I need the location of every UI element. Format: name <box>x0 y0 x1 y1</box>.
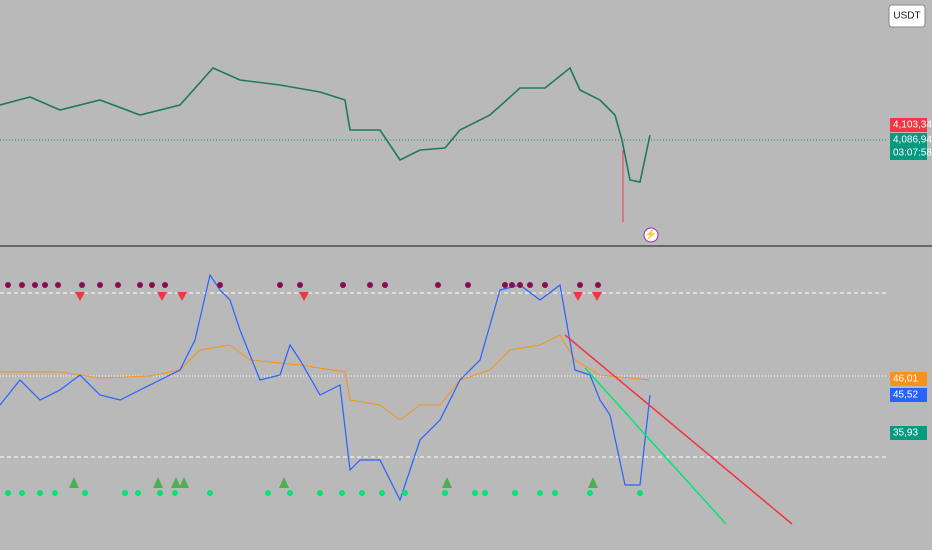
oversold-dot <box>442 490 448 496</box>
oversold-dot <box>19 490 25 496</box>
oversold-dot <box>512 490 518 496</box>
oversold-dot <box>135 490 141 496</box>
currency-label: USDT <box>893 11 920 22</box>
overbought-dot <box>382 282 388 288</box>
oversold-dot <box>637 490 643 496</box>
overbought-dot <box>79 282 85 288</box>
overbought-dot <box>137 282 143 288</box>
oversold-dot <box>472 490 478 496</box>
price-tag <box>890 388 927 402</box>
overbought-dot <box>502 282 508 288</box>
overbought-dot <box>217 282 223 288</box>
overbought-dot <box>277 282 283 288</box>
price-tag <box>890 146 927 160</box>
event-icon[interactable] <box>643 227 659 243</box>
oversold-dot <box>537 490 543 496</box>
oversold-dot <box>482 490 488 496</box>
sell-triangle <box>592 292 602 301</box>
overbought-dot <box>517 282 523 288</box>
oversold-dot <box>207 490 213 496</box>
price-tag-label: 45,52 <box>893 390 918 401</box>
trend-line-red <box>564 334 793 525</box>
overbought-dot <box>465 282 471 288</box>
overbought-dot <box>97 282 103 288</box>
oversold-dot <box>52 490 58 496</box>
overbought-dot <box>149 282 155 288</box>
signal-line <box>0 334 651 421</box>
overbought-dot <box>19 282 25 288</box>
overbought-dot <box>340 282 346 288</box>
price-tag-label: 4,086,94 <box>893 135 932 146</box>
oversold-dot <box>359 490 365 496</box>
buy-triangle <box>179 477 189 488</box>
overbought-dot <box>577 282 583 288</box>
price-tag-label: 4,103,34 <box>893 120 932 131</box>
oversold-dot <box>157 490 163 496</box>
oversold-dot <box>172 490 178 496</box>
oversold-dot <box>122 490 128 496</box>
price-tag-label: 03:07:58 <box>893 148 932 159</box>
buy-triangle <box>279 477 289 488</box>
oversold-dot <box>339 490 345 496</box>
sell-triangle <box>157 292 167 301</box>
overbought-dot <box>55 282 61 288</box>
price-tag <box>890 118 927 132</box>
price-tag <box>890 133 927 147</box>
oversold-dot <box>287 490 293 496</box>
buy-triangle <box>442 477 452 488</box>
oversold-dot <box>379 490 385 496</box>
event-icon-glyph: ⚡ <box>645 228 657 241</box>
overbought-dot <box>42 282 48 288</box>
price-line <box>0 66 651 183</box>
overbought-dot <box>297 282 303 288</box>
overbought-dot <box>115 282 121 288</box>
currency-button[interactable] <box>888 4 926 28</box>
sell-triangle <box>177 292 187 301</box>
sell-triangle <box>573 292 583 301</box>
buy-triangle <box>153 477 163 488</box>
oscillator-line <box>0 273 651 502</box>
oversold-dot <box>5 490 11 496</box>
overbought-dot <box>527 282 533 288</box>
buy-triangle <box>588 477 598 488</box>
overbought-dot <box>509 282 515 288</box>
overbought-dot <box>367 282 373 288</box>
oversold-dot <box>265 490 271 496</box>
overbought-dot <box>542 282 548 288</box>
overbought-dot <box>32 282 38 288</box>
buy-triangle <box>69 477 79 488</box>
sell-triangle <box>75 292 85 301</box>
oversold-dot <box>317 490 323 496</box>
oversold-dot <box>552 490 558 496</box>
price-tag <box>890 426 927 440</box>
oversold-dot <box>37 490 43 496</box>
oversold-dot <box>587 490 593 496</box>
price-tag <box>890 372 927 386</box>
overbought-dot <box>5 282 11 288</box>
overbought-dot <box>595 282 601 288</box>
oversold-dot <box>82 490 88 496</box>
trend-line-green <box>584 367 727 525</box>
overbought-dot <box>162 282 168 288</box>
price-tag-label: 46,01 <box>893 374 918 385</box>
oversold-dot <box>402 490 408 496</box>
price-tag-label: 35,93 <box>893 428 918 439</box>
buy-triangle <box>171 477 181 488</box>
overbought-dot <box>435 282 441 288</box>
sell-triangle <box>299 292 309 301</box>
